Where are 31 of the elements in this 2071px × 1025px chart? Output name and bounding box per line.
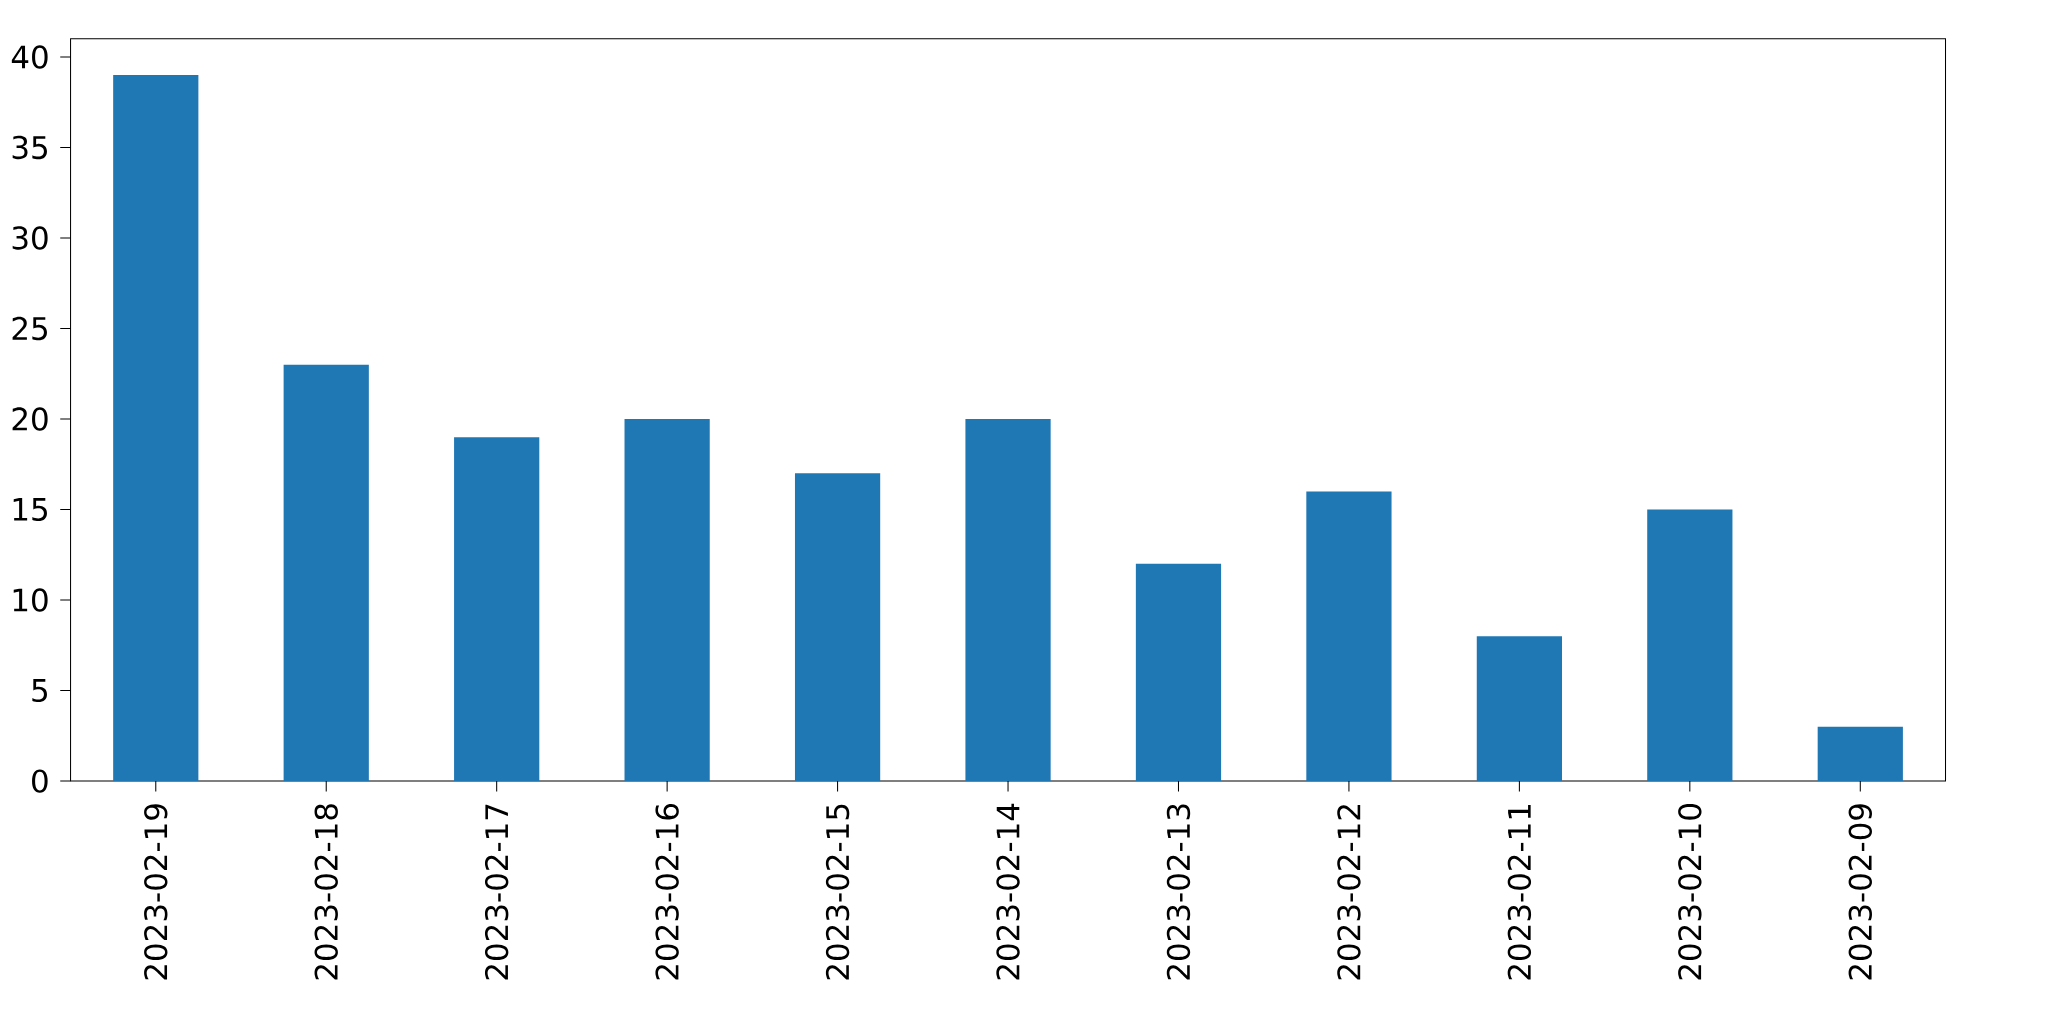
y-tick-label: 35 (12, 135, 47, 159)
y-tick-label: 5 (32, 678, 47, 702)
x-tick-label: 2023-02-09 (1848, 803, 1872, 980)
x-tick-label: 2023-02-19 (144, 803, 168, 980)
bar (113, 74, 199, 781)
x-tick-label: 2023-02-10 (1678, 803, 1702, 980)
x-tick-label: 2023-02-17 (484, 804, 509, 980)
bar (1817, 726, 1903, 781)
x-tick-label: 2023-02-16 (655, 803, 679, 980)
bar (794, 473, 881, 781)
bar (965, 418, 1051, 781)
y-tick-label: 20 (12, 407, 48, 431)
bar (454, 436, 540, 781)
y-tick-label: 15 (13, 497, 47, 521)
y-tick-label: 10 (13, 588, 48, 612)
x-tick-label: 2023-02-15 (825, 804, 850, 980)
bar (1306, 491, 1392, 781)
y-tick-label: 0 (32, 769, 48, 793)
bar (1135, 563, 1222, 781)
bar (1476, 636, 1562, 781)
x-tick-label: 2023-02-13 (1166, 804, 1191, 980)
y-tick-label: 25 (12, 316, 47, 341)
y-tick-label: 40 (11, 45, 48, 69)
x-tick-label: 2023-02-11 (1507, 804, 1532, 980)
y-tick-label: 30 (12, 226, 48, 250)
x-tick-label: 2023-02-12 (1337, 804, 1361, 980)
bar (1647, 509, 1733, 781)
x-tick-label: 2023-02-18 (314, 803, 338, 980)
bar (283, 364, 369, 781)
x-tick-label: 2023-02-14 (996, 803, 1020, 980)
bar (624, 418, 710, 781)
